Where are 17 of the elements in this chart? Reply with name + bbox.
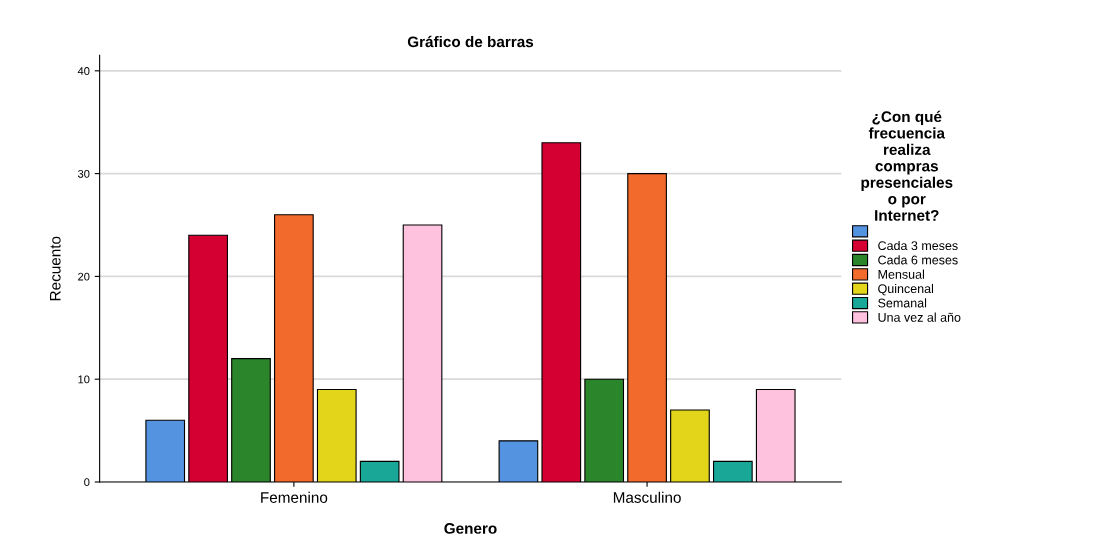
- legend-title: ¿Con qué frecuencia realiza compras presenciales o por Internet?: [861, 110, 953, 221]
- y-tick-label: 20: [78, 272, 90, 281]
- y-tick-label: 10: [78, 375, 90, 384]
- y-tick-label: 0: [84, 478, 90, 487]
- y-axis-title: Recuento: [49, 236, 61, 301]
- x-tick-label: Femenino: [261, 491, 328, 503]
- legend-label: Quincenal: [878, 283, 934, 296]
- legend-label: Una vez al año: [878, 312, 961, 322]
- legend-label: Mensual: [878, 269, 924, 279]
- x-tick-label: Masculino: [613, 491, 681, 503]
- y-tick-label: 40: [77, 67, 90, 75]
- x-axis-title: Genero: [444, 523, 497, 534]
- y-tick-label: 30: [77, 169, 90, 178]
- legend-label: Cada 6 meses: [878, 255, 958, 265]
- legend-label: Semanal: [878, 298, 927, 308]
- chart-title: Gráfico de barras: [407, 35, 534, 48]
- legend-label: Cada 3 meses: [878, 240, 958, 251]
